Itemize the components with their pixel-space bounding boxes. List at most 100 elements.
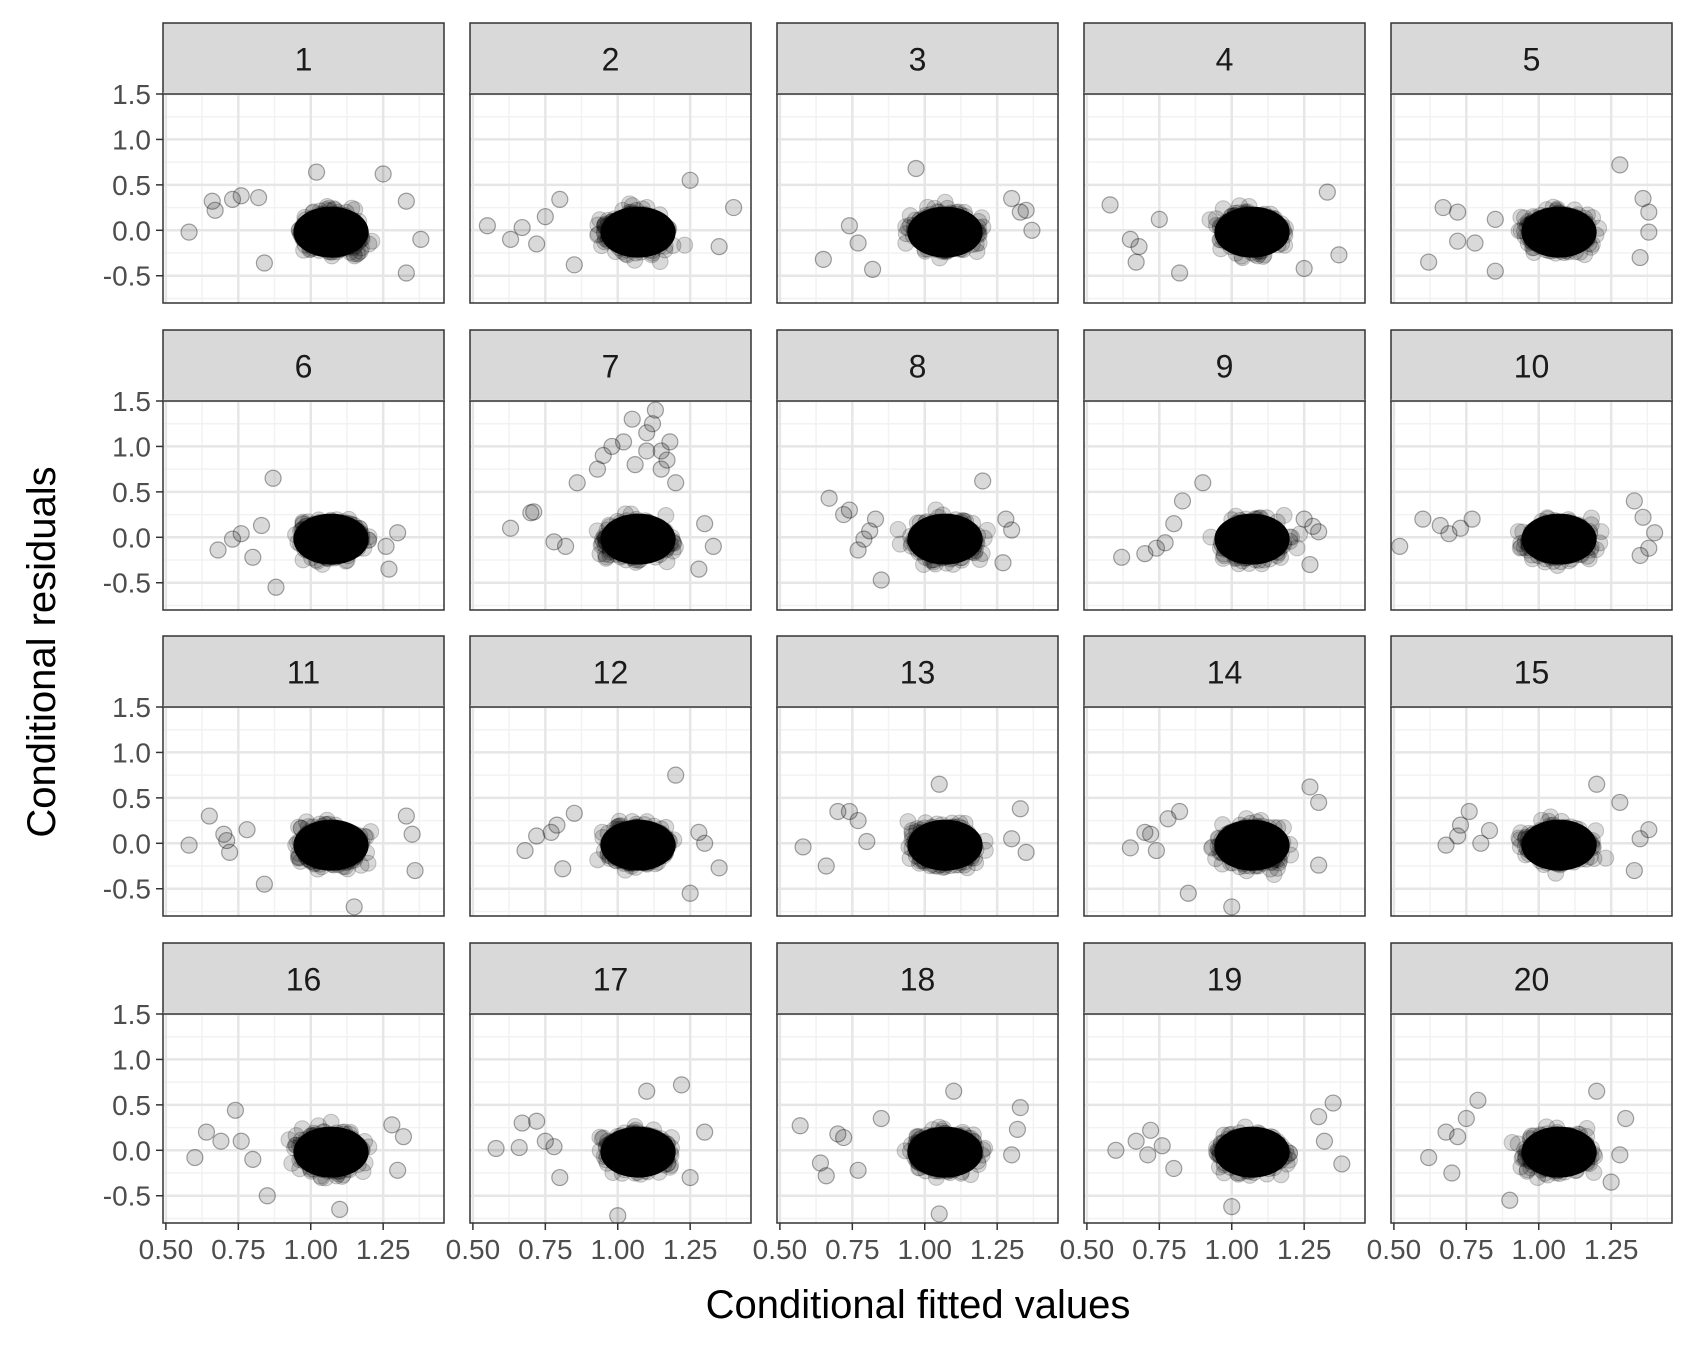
data-point <box>256 255 272 271</box>
data-point <box>647 402 663 418</box>
data-point <box>1151 211 1167 227</box>
data-point <box>1647 525 1663 541</box>
data-point <box>566 257 582 273</box>
data-point <box>815 251 831 267</box>
facet-panel-9: 9 <box>1084 330 1365 610</box>
data-point <box>1004 191 1020 207</box>
data-point <box>1487 211 1503 227</box>
data-point <box>1632 250 1648 266</box>
data-point <box>653 461 669 477</box>
panel-background <box>470 94 751 303</box>
data-point <box>1305 518 1321 534</box>
data-point <box>841 502 857 518</box>
data-point-core <box>600 514 675 565</box>
data-point <box>381 561 397 577</box>
facet-strip-label: 11 <box>287 655 320 691</box>
facet-strip-label: 3 <box>909 42 927 78</box>
data-point <box>1487 263 1503 279</box>
data-point-core <box>1214 514 1289 565</box>
data-point <box>1172 265 1188 281</box>
data-point <box>705 538 721 554</box>
data-point <box>892 536 908 552</box>
data-point-core <box>907 514 982 565</box>
data-point <box>207 202 223 218</box>
facet-panel-3: 3 <box>777 23 1058 303</box>
data-point <box>1131 239 1147 255</box>
y-tick-label: -0.5 <box>103 261 151 292</box>
panel-background <box>1391 94 1672 303</box>
facet-strip-label: 8 <box>909 349 927 385</box>
facet-strip-label: 10 <box>1514 349 1550 385</box>
data-point <box>1128 254 1144 270</box>
data-point <box>1421 254 1437 270</box>
data-point <box>908 161 924 177</box>
facet-strip-label: 5 <box>1523 42 1541 78</box>
panel-background <box>1084 401 1365 610</box>
y-tick-label: 1.5 <box>112 386 151 417</box>
facet-panel-7: 7 <box>470 330 751 610</box>
data-point <box>1174 493 1190 509</box>
data-point <box>1632 547 1648 563</box>
data-point <box>867 511 883 527</box>
data-point <box>251 190 267 206</box>
data-point <box>821 490 837 506</box>
data-point <box>1157 535 1173 551</box>
data-point <box>375 166 391 182</box>
data-point <box>616 434 632 450</box>
data-point <box>1296 260 1312 276</box>
facet-strip-label: 2 <box>602 42 620 78</box>
data-point <box>1102 197 1118 213</box>
data-point <box>233 188 249 204</box>
data-point-core <box>293 514 368 565</box>
data-point <box>1641 224 1657 240</box>
data-point <box>569 475 585 491</box>
data-point <box>711 239 727 255</box>
data-point <box>1464 511 1480 527</box>
data-point <box>268 579 284 595</box>
data-point <box>479 218 495 234</box>
data-point <box>1276 507 1292 523</box>
data-point <box>1612 157 1628 173</box>
data-point <box>1302 557 1318 573</box>
data-point <box>558 538 574 554</box>
facet-strip-label: 9 <box>1216 349 1234 385</box>
data-point <box>1166 516 1182 532</box>
facet-panel-2: 2 <box>470 23 751 303</box>
data-point <box>995 555 1011 571</box>
data-point <box>1392 538 1408 554</box>
facet-panel-5: 5 <box>1391 23 1672 303</box>
data-point <box>552 191 568 207</box>
facet-panel-10: 10 <box>1391 330 1672 610</box>
data-point-core <box>1521 207 1596 258</box>
data-point <box>1319 184 1335 200</box>
data-point <box>1195 475 1211 491</box>
data-point-core <box>600 207 675 258</box>
data-point <box>233 526 249 542</box>
y-tick-label: 0.0 <box>112 215 151 246</box>
facet-panel-8: 8 <box>777 330 1058 610</box>
facet-panel-4: 4 <box>1084 23 1365 303</box>
data-point <box>1467 235 1483 251</box>
data-point <box>529 236 545 252</box>
data-point <box>627 457 643 473</box>
data-point <box>639 443 655 459</box>
data-point <box>1435 200 1451 216</box>
data-point <box>1450 233 1466 249</box>
facet-strip-label: 7 <box>602 349 620 385</box>
panel-background <box>777 401 1058 610</box>
y-tick-label: 0.5 <box>112 170 151 201</box>
data-point-core <box>907 207 982 258</box>
data-point <box>668 475 684 491</box>
data-point <box>850 235 866 251</box>
panel-background <box>163 401 444 610</box>
data-point <box>1024 222 1040 238</box>
y-tick-label: 1.0 <box>112 431 151 462</box>
data-point <box>526 504 542 520</box>
data-point <box>398 265 414 281</box>
data-point <box>210 542 226 558</box>
data-point <box>181 224 197 240</box>
y-tick-label: 1.0 <box>112 124 151 155</box>
data-point <box>413 231 429 247</box>
data-point <box>245 549 261 565</box>
